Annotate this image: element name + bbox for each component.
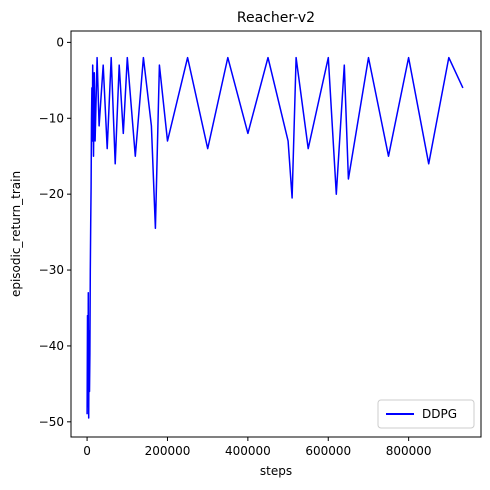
plot-area <box>70 30 482 438</box>
x-axis: 0 200000 400000 600000 800000 <box>83 437 432 458</box>
x-tick-label: 800000 <box>386 444 432 458</box>
series-group <box>86 56 464 419</box>
legend-label-ddpg: DDPG <box>422 407 457 421</box>
y-tick-label: −30 <box>39 263 64 277</box>
y-axis-label: episodic_return_train <box>9 171 23 297</box>
x-tick-label: 400000 <box>225 444 271 458</box>
series-line-ddpg <box>86 56 464 419</box>
y-axis: −50 −40 −30 −20 −10 0 <box>39 35 71 429</box>
y-tick-label: −40 <box>39 339 64 353</box>
x-tick-label: 600000 <box>305 444 351 458</box>
x-tick-label: 200000 <box>145 444 191 458</box>
y-tick-label: −20 <box>39 187 64 201</box>
legend-box <box>377 399 475 429</box>
x-axis-label: steps <box>260 464 292 478</box>
y-tick-label: 0 <box>56 35 64 49</box>
legend: DDPG <box>377 399 475 429</box>
y-tick-label: −50 <box>39 415 64 429</box>
chart-title: Reacher-v2 <box>237 10 315 26</box>
x-tick-label: 0 <box>83 444 91 458</box>
y-tick-label: −10 <box>39 111 64 125</box>
